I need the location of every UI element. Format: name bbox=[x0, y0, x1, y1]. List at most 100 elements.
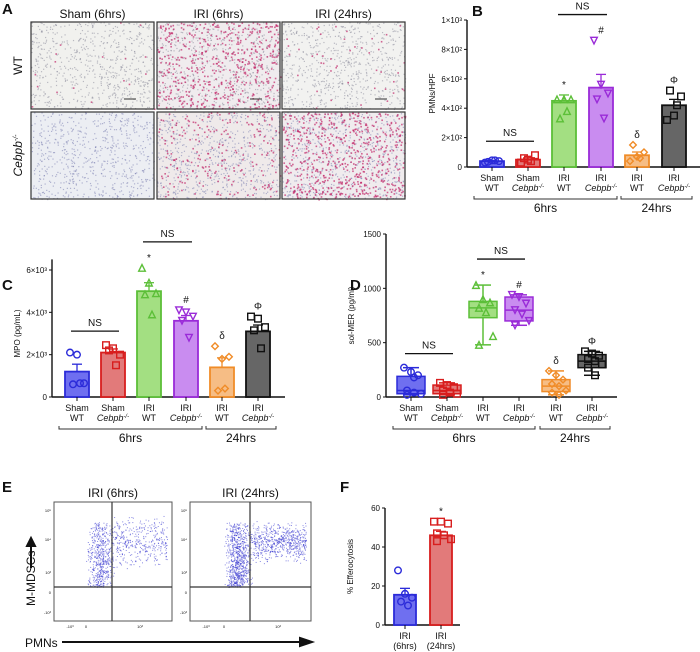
event-dot bbox=[240, 554, 242, 556]
event-dot bbox=[273, 525, 275, 527]
event-dot bbox=[241, 553, 243, 555]
event-dot bbox=[130, 564, 132, 566]
event-dot bbox=[251, 557, 253, 559]
event-dot bbox=[231, 552, 233, 554]
significance-marker: δ bbox=[219, 331, 225, 342]
event-dot bbox=[280, 546, 282, 548]
event-dot bbox=[226, 567, 228, 569]
event-dot bbox=[97, 533, 99, 535]
event-dot bbox=[227, 551, 229, 553]
histology-image bbox=[156, 111, 282, 201]
event-dot bbox=[233, 532, 235, 534]
event-dot bbox=[235, 562, 237, 564]
event-dot bbox=[290, 544, 292, 546]
event-dot bbox=[118, 527, 120, 529]
event-dot bbox=[140, 543, 142, 545]
event-dot bbox=[104, 541, 106, 543]
event-dot bbox=[116, 551, 118, 553]
event-dot bbox=[164, 547, 166, 549]
event-dot bbox=[93, 584, 95, 586]
event-dot bbox=[103, 571, 105, 573]
category-label-line2: Cebpb-/- bbox=[97, 413, 129, 423]
event-dot bbox=[237, 533, 239, 535]
event-dot bbox=[155, 534, 157, 536]
event-dot bbox=[117, 547, 119, 549]
event-dot bbox=[149, 554, 151, 556]
event-dot bbox=[102, 556, 104, 558]
category-label-line2: WT bbox=[70, 413, 84, 423]
event-dot bbox=[246, 561, 248, 563]
event-dot bbox=[156, 545, 158, 547]
event-dot bbox=[237, 532, 239, 534]
event-dot bbox=[100, 569, 102, 571]
event-dot bbox=[240, 581, 242, 583]
event-dot bbox=[132, 527, 134, 529]
event-dot bbox=[225, 543, 227, 545]
event-dot bbox=[242, 574, 244, 576]
event-dot bbox=[142, 549, 144, 551]
data-point bbox=[603, 89, 613, 99]
event-dot bbox=[92, 579, 94, 581]
event-dot bbox=[230, 530, 232, 532]
event-dot bbox=[108, 551, 110, 553]
group-bracket bbox=[473, 196, 618, 200]
comparison-label: NS bbox=[161, 229, 175, 240]
event-dot bbox=[154, 530, 156, 532]
data-point bbox=[599, 114, 609, 124]
event-dot bbox=[112, 532, 114, 534]
event-dot bbox=[93, 575, 95, 577]
event-dot bbox=[230, 576, 232, 578]
event-dot bbox=[143, 537, 145, 539]
event-dot bbox=[98, 585, 100, 587]
event-dot bbox=[147, 527, 149, 529]
event-dot bbox=[129, 533, 131, 535]
event-dot bbox=[232, 548, 234, 550]
event-dot bbox=[298, 542, 300, 544]
event-dot bbox=[237, 551, 239, 553]
event-dot bbox=[269, 550, 271, 552]
event-dot bbox=[266, 542, 268, 544]
event-dot bbox=[161, 532, 163, 534]
event-dot bbox=[237, 528, 239, 530]
event-dot bbox=[244, 553, 246, 555]
event-dot bbox=[233, 581, 235, 583]
event-dot bbox=[105, 559, 107, 561]
event-dot bbox=[224, 564, 226, 566]
event-dot bbox=[235, 526, 237, 528]
flow-plot-0 bbox=[53, 501, 173, 622]
event-dot bbox=[302, 540, 304, 542]
event-dot bbox=[162, 542, 164, 544]
category-label-line2: WT bbox=[215, 413, 229, 423]
event-dot bbox=[295, 548, 297, 550]
data-point bbox=[544, 366, 554, 376]
event-dot bbox=[278, 549, 280, 551]
event-dot bbox=[238, 561, 240, 563]
event-dot bbox=[101, 528, 103, 530]
event-dot bbox=[226, 570, 228, 572]
event-dot bbox=[256, 554, 258, 556]
event-dot bbox=[271, 545, 273, 547]
event-dot bbox=[234, 532, 236, 534]
y-tick-label: 0 bbox=[43, 393, 48, 402]
data-point bbox=[510, 306, 520, 315]
event-dot bbox=[254, 539, 256, 541]
event-dot bbox=[139, 540, 141, 542]
event-dot bbox=[251, 539, 253, 541]
event-dot bbox=[102, 550, 104, 552]
event-dot bbox=[261, 552, 263, 554]
event-dot bbox=[154, 524, 156, 526]
event-dot bbox=[257, 552, 259, 554]
event-dot bbox=[238, 576, 240, 578]
event-dot bbox=[247, 580, 249, 582]
event-dot bbox=[267, 539, 269, 541]
event-dot bbox=[288, 542, 290, 544]
event-dot bbox=[116, 521, 118, 523]
data-point bbox=[453, 389, 462, 398]
event-dot bbox=[231, 576, 233, 578]
significance-marker: * bbox=[439, 507, 443, 518]
event-dot bbox=[269, 540, 271, 542]
event-dot bbox=[300, 553, 302, 555]
event-dot bbox=[125, 529, 127, 531]
flow-x-tick-label: 0 bbox=[223, 624, 226, 629]
event-dot bbox=[253, 523, 255, 525]
